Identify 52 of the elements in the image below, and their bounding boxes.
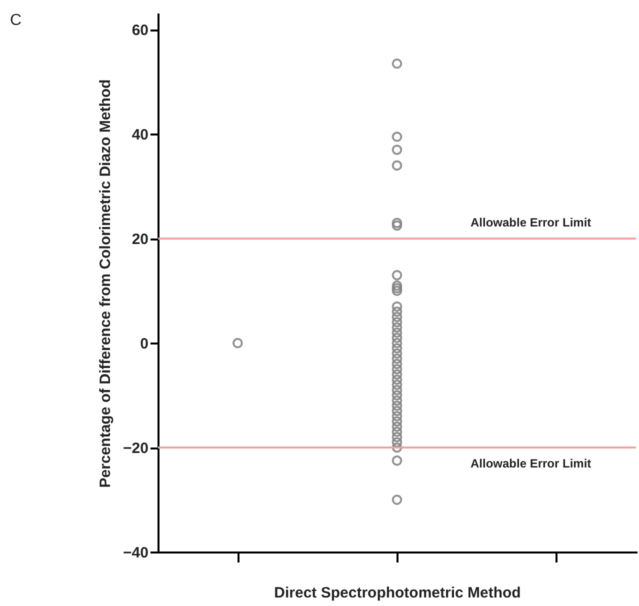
point xyxy=(392,421,402,432)
point xyxy=(392,411,402,422)
point xyxy=(392,317,402,328)
point xyxy=(392,380,402,390)
point xyxy=(392,327,402,338)
y-tick-label: 0 xyxy=(140,336,148,353)
point xyxy=(392,348,402,359)
y-tick-label: −20 xyxy=(123,440,148,458)
point xyxy=(392,322,402,333)
ref-line-label: Allowable Error Limit xyxy=(470,216,592,230)
point xyxy=(392,442,402,453)
point xyxy=(392,58,402,69)
point xyxy=(392,301,402,312)
point xyxy=(392,400,402,411)
point xyxy=(392,306,402,317)
y-tick-label: −40 xyxy=(123,544,148,562)
text: C xyxy=(10,12,22,29)
point xyxy=(392,426,402,438)
point xyxy=(392,354,402,364)
point xyxy=(392,384,402,396)
point xyxy=(392,416,402,427)
point xyxy=(392,406,402,416)
point xyxy=(392,338,402,348)
point xyxy=(392,390,402,400)
x-axis-title: Direct Spectrophotometric Method xyxy=(274,584,521,602)
point xyxy=(392,132,402,142)
point xyxy=(392,270,402,280)
y-tick-label: 60 xyxy=(132,22,148,40)
point xyxy=(392,332,402,344)
point xyxy=(392,358,402,370)
y-axis-title: Percentage of Difference from Colorimetric Diazo Method xyxy=(97,79,114,488)
point xyxy=(392,364,402,374)
point xyxy=(392,369,402,380)
point xyxy=(392,283,402,294)
point xyxy=(232,338,243,348)
point xyxy=(392,395,402,406)
point xyxy=(392,220,402,231)
point xyxy=(392,494,402,505)
point xyxy=(392,432,402,442)
point xyxy=(392,312,402,322)
point xyxy=(392,160,402,171)
point xyxy=(392,455,402,466)
point xyxy=(392,374,402,385)
point xyxy=(392,286,402,296)
point xyxy=(392,280,402,291)
y-tick-label: 20 xyxy=(132,231,148,248)
point xyxy=(392,343,402,354)
y-tick-label: 40 xyxy=(132,126,148,144)
point xyxy=(392,437,402,448)
ref-line-label: Allowable Error Limit xyxy=(470,456,592,471)
point xyxy=(392,218,402,228)
point xyxy=(392,144,402,155)
